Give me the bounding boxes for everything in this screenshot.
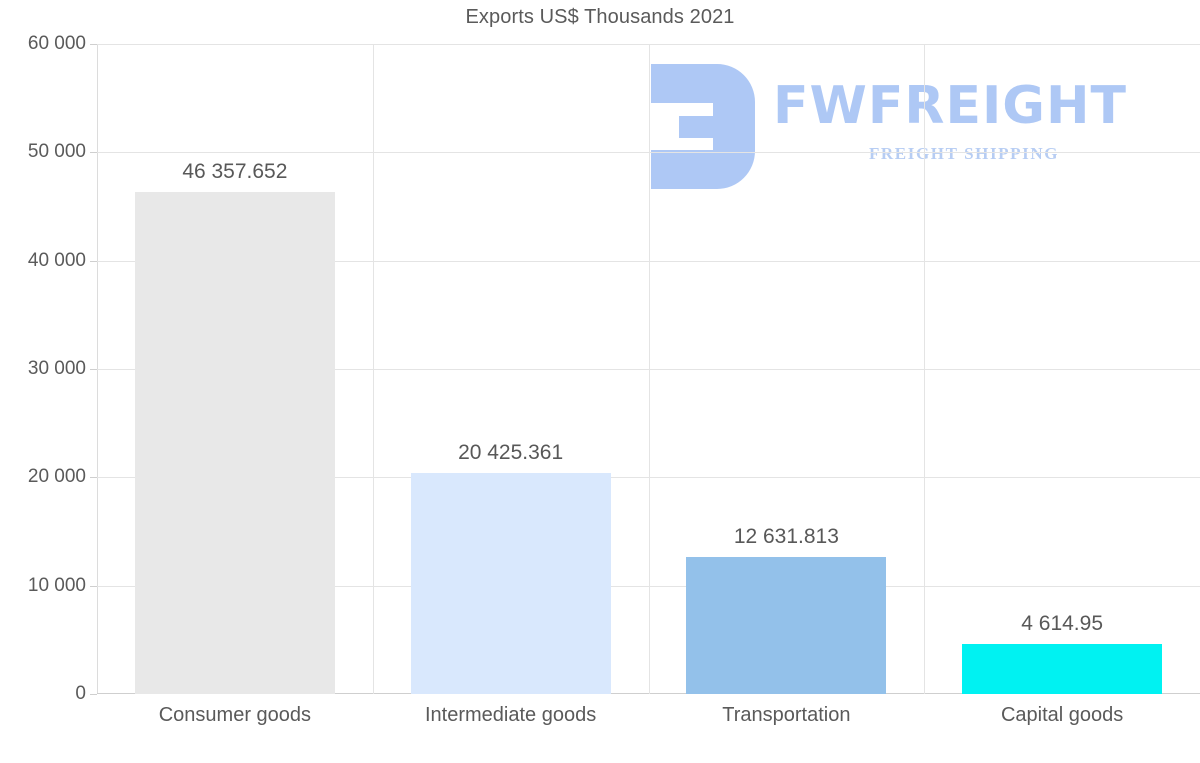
- gridline: [97, 369, 1200, 370]
- y-axis-tick-mark: [90, 477, 97, 479]
- category-gridline: [373, 44, 374, 694]
- y-axis-tick-label: 0: [75, 683, 86, 704]
- y-axis-tick-label: 40 000: [27, 249, 86, 271]
- category-gridline: [924, 44, 925, 694]
- bar-value-label: 4 614.95: [1021, 612, 1103, 635]
- x-axis-label: Transportation: [722, 704, 851, 726]
- y-axis-tick-mark: [90, 369, 97, 370]
- category-gridline: [649, 44, 650, 694]
- x-axis-label: Intermediate goods: [425, 704, 597, 726]
- y-axis-tick-mark: [90, 44, 97, 45]
- bar-value-label: 20 425.361: [458, 440, 564, 464]
- bar[interactable]: [686, 557, 887, 694]
- bar-value-label: 46 357.652: [182, 159, 288, 183]
- y-axis-tick-mark: [90, 694, 97, 695]
- bar[interactable]: [134, 191, 335, 694]
- bar-value-label: 12 631.813: [733, 525, 839, 549]
- chart-title: Exports US$ Thousands 2021: [465, 6, 735, 28]
- gridline: [97, 260, 1200, 262]
- x-axis-label: Capital goods: [1000, 704, 1124, 726]
- gridline: [97, 44, 1200, 45]
- gridline: [97, 477, 1200, 479]
- x-axis-label: Consumer goods: [158, 704, 312, 726]
- bar[interactable]: [962, 644, 1163, 694]
- y-axis-tick-mark: [90, 585, 97, 587]
- y-axis-tick-label: 50 000: [27, 141, 86, 163]
- bar[interactable]: [410, 472, 611, 694]
- y-axis-tick-label: 20 000: [27, 466, 86, 488]
- y-axis-tick-label: 10 000: [27, 574, 86, 596]
- gridline: [97, 585, 1200, 587]
- gridline: [97, 152, 1200, 154]
- x-axis-line: [97, 693, 1200, 694]
- y-axis-tick-label: 60 000: [27, 33, 86, 54]
- y-axis-tick-mark: [90, 152, 97, 154]
- y-axis-tick-mark: [90, 260, 97, 262]
- plot-area: [97, 44, 1200, 694]
- y-axis-tick-label: 30 000: [27, 358, 86, 379]
